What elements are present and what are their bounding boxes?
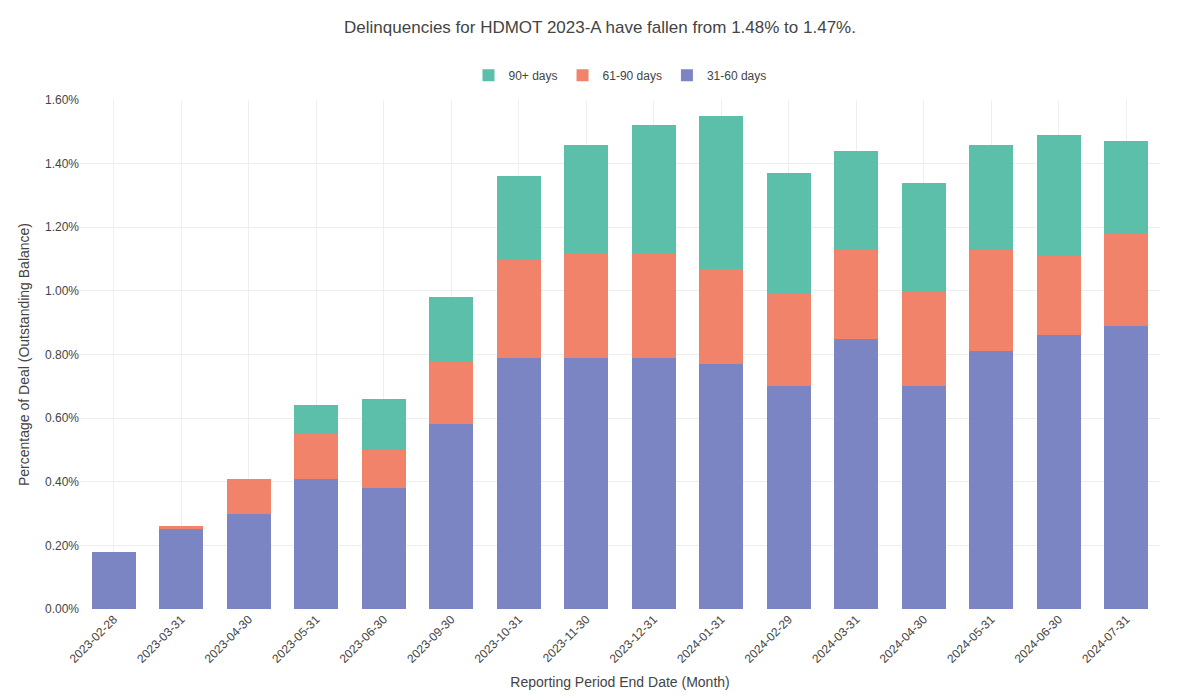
svg-text:2023-12-31: 2023-12-31	[607, 612, 661, 666]
svg-text:2024-06-30: 2024-06-30	[1012, 612, 1066, 666]
svg-text:2023-02-28: 2023-02-28	[67, 612, 121, 666]
svg-text:2024-01-31: 2024-01-31	[674, 612, 728, 666]
svg-text:1.60%: 1.60%	[45, 93, 79, 107]
svg-text:2023-11-30: 2023-11-30	[540, 612, 593, 665]
svg-text:2024-02-29: 2024-02-29	[742, 612, 796, 666]
svg-text:2023-10-31: 2023-10-31	[472, 612, 526, 666]
svg-text:0.00%: 0.00%	[45, 602, 79, 616]
svg-text:31-60 days: 31-60 days	[707, 69, 766, 83]
svg-text:2023-06-30: 2023-06-30	[337, 612, 391, 666]
svg-text:2024-07-31: 2024-07-31	[1079, 612, 1133, 666]
svg-text:1.40%: 1.40%	[45, 157, 79, 171]
svg-text:Delinquencies for HDMOT 2023-A: Delinquencies for HDMOT 2023-A have fall…	[344, 18, 856, 37]
svg-text:90+ days: 90+ days	[509, 69, 558, 83]
svg-text:2024-03-31: 2024-03-31	[809, 612, 863, 666]
svg-text:2024-04-30: 2024-04-30	[877, 612, 931, 666]
svg-text:0.60%: 0.60%	[45, 411, 79, 425]
svg-text:2023-04-30: 2023-04-30	[202, 612, 256, 666]
svg-text:1.20%: 1.20%	[45, 220, 79, 234]
svg-text:2023-05-31: 2023-05-31	[269, 612, 323, 666]
svg-text:1.00%: 1.00%	[45, 284, 79, 298]
svg-text:Reporting Period End Date (Mon: Reporting Period End Date (Month)	[510, 674, 729, 690]
svg-text:2024-05-31: 2024-05-31	[944, 612, 998, 666]
svg-text:2023-03-31: 2023-03-31	[134, 612, 188, 666]
svg-text:61-90 days: 61-90 days	[603, 69, 662, 83]
svg-text:2023-09-30: 2023-09-30	[404, 612, 458, 666]
svg-text:0.20%: 0.20%	[45, 539, 79, 553]
svg-text:Percentage of Deal (Outstandin: Percentage of Deal (Outstanding Balance)	[16, 223, 32, 486]
svg-text:0.40%: 0.40%	[45, 475, 79, 489]
svg-text:0.80%: 0.80%	[45, 348, 79, 362]
